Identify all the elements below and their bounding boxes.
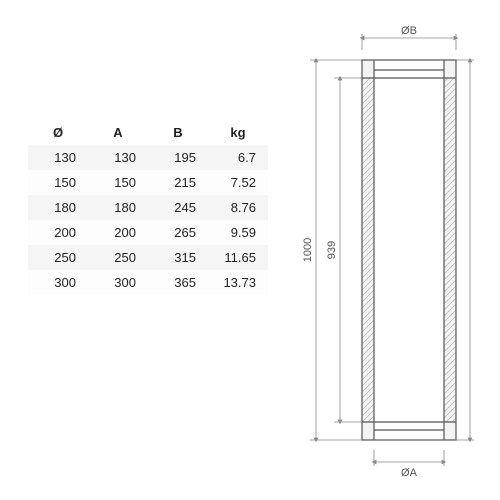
page-root: Ø A B kg 1301301956.7 1501502157.52 1801…	[0, 0, 500, 500]
table-row: 1501502157.52	[28, 170, 268, 195]
dim-inner-diameter: ØA	[401, 467, 418, 479]
technical-drawing: ØB ØA 1000 939	[290, 20, 490, 480]
table-header-row: Ø A B kg	[28, 120, 268, 145]
spec-table: Ø A B kg 1301301956.7 1501502157.52 1801…	[28, 120, 268, 295]
dim-height-outer: 1000	[302, 238, 314, 262]
col-diameter: Ø	[28, 120, 88, 145]
col-a: A	[88, 120, 148, 145]
table-row: 30030036513.73	[28, 270, 268, 295]
dim-outer-diameter: ØB	[401, 25, 417, 37]
table-row: 1801802458.76	[28, 195, 268, 220]
table-row: 25025031511.65	[28, 245, 268, 270]
col-b: B	[148, 120, 208, 145]
table-row: 1301301956.7	[28, 145, 268, 170]
drawing-svg: ØB ØA 1000 939	[290, 20, 490, 480]
dim-height-inner: 939	[326, 241, 338, 259]
table-row: 2002002659.59	[28, 220, 268, 245]
col-kg: kg	[208, 120, 268, 145]
